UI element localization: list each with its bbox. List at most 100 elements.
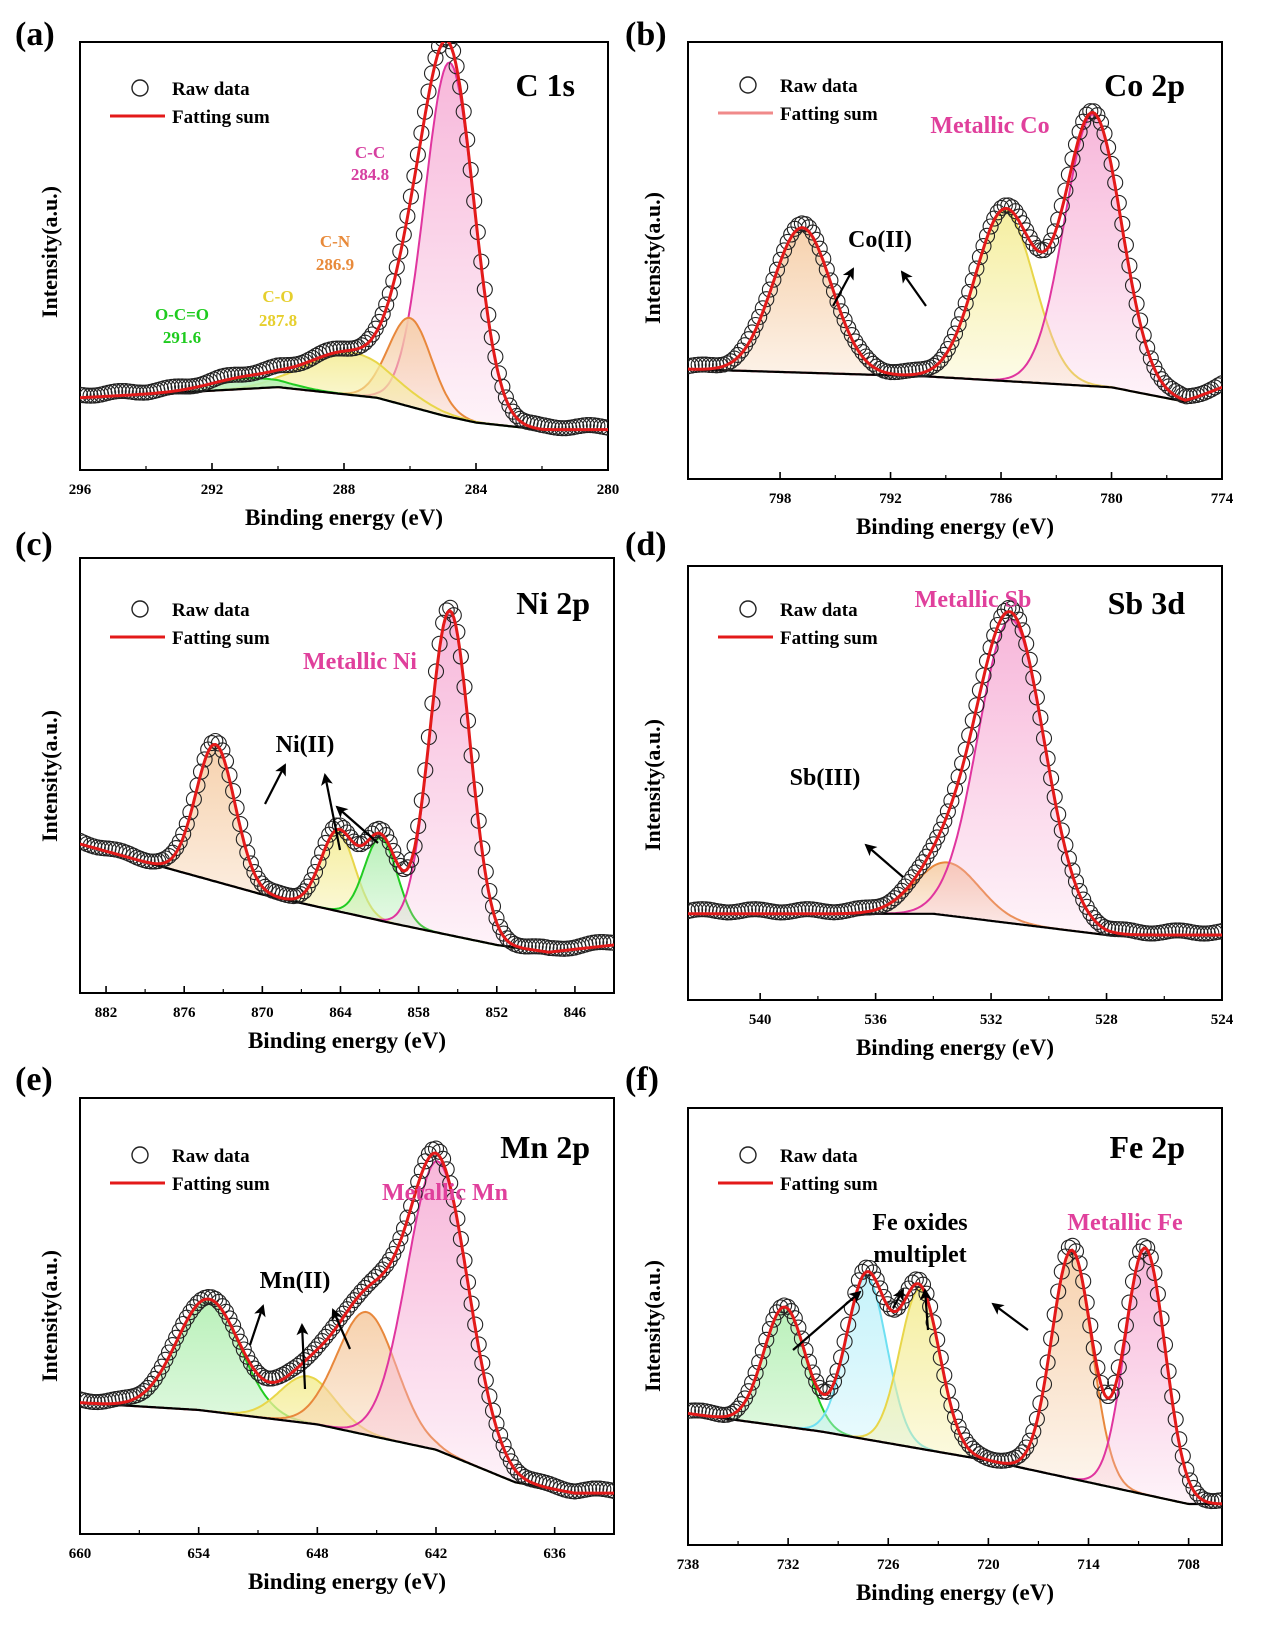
raw-data-point: [303, 872, 320, 889]
element-label: Fe 2p: [1109, 1129, 1185, 1165]
raw-data-point: [875, 1288, 892, 1306]
x-tick-label: 732: [777, 1557, 800, 1573]
raw-data-point: [772, 251, 789, 268]
raw-data-point: [943, 333, 960, 350]
y-axis-label: Intensity(a.u.): [37, 710, 62, 842]
raw-data-point: [226, 366, 243, 383]
x-tick-label: 536: [864, 1012, 887, 1028]
raw-data-point: [1028, 239, 1045, 256]
peak-annotation: Metallic Fe: [1067, 1210, 1183, 1236]
peak-annotation: 287.8: [259, 311, 297, 330]
annotation-arrow: [248, 1304, 266, 1346]
raw-data-point: [591, 934, 608, 951]
legend-raw-data: Raw data: [172, 1146, 250, 1167]
fitting-sum-line: [80, 608, 614, 954]
raw-data-point: [223, 366, 240, 383]
legend-raw-data: Raw data: [172, 79, 250, 100]
raw-data-point: [239, 844, 256, 861]
raw-data-point: [1043, 232, 1060, 249]
raw-data-point: [595, 934, 612, 951]
raw-data-point: [527, 938, 544, 955]
raw-data-point: [253, 1367, 270, 1384]
x-tick-label: 708: [1177, 1557, 1200, 1573]
raw-data-point: [588, 1480, 605, 1497]
raw-data-point: [872, 1280, 889, 1297]
x-tick-label: 858: [407, 1005, 430, 1021]
annotation-arrow: [991, 1302, 1029, 1331]
peak-fill: [80, 1161, 614, 1494]
panel-e: (e) 660 654 648 642 636 Binding energy (eV) Int…: [15, 1061, 615, 1594]
fitting-sum-line: [688, 610, 1222, 937]
raw-data-point: [811, 240, 828, 257]
y-axis-label: Intensity(a.u.): [37, 186, 62, 318]
x-tick-label: 792: [879, 491, 902, 507]
raw-data-point: [435, 42, 451, 48]
raw-data-point: [975, 238, 992, 255]
peak-fill: [688, 1248, 1222, 1504]
panel-d: (d) 540 536 532 528 524 Binding energy (eV) Int…: [625, 526, 1234, 1060]
element-label: Sb 3d: [1108, 585, 1186, 621]
raw-data-point: [978, 227, 996, 244]
peak-fill: [80, 744, 614, 953]
raw-data-point: [1092, 114, 1110, 131]
legend-marker-raw: [739, 76, 757, 94]
x-tick-label: 292: [201, 482, 224, 498]
raw-data-point: [392, 1230, 409, 1247]
plot-frame: [687, 565, 1223, 1001]
raw-data-point: [328, 340, 346, 357]
x-tick-label: 284: [465, 482, 488, 498]
legend-fitting-sum: Fatting sum: [172, 107, 270, 128]
peak-fill: [688, 1307, 1222, 1504]
raw-data-point: [825, 1373, 843, 1390]
legend-fitting-sum: Fatting sum: [172, 1174, 270, 1195]
raw-data-point: [257, 878, 274, 895]
peak-annotation: Mn(II): [260, 1268, 331, 1294]
raw-data-point: [786, 1310, 803, 1327]
x-tick-label: 798: [769, 491, 792, 507]
raw-data-point: [192, 763, 210, 780]
raw-data-point: [417, 1153, 434, 1170]
peak-annotation: Sb(III): [790, 765, 861, 791]
peak-annotation: Metallic Ni: [303, 649, 417, 675]
x-tick-label: 738: [677, 1557, 700, 1573]
legend-marker-raw: [131, 79, 149, 97]
element-label: Co 2p: [1104, 67, 1185, 103]
element-label: Ni 2p: [516, 585, 590, 621]
raw-data-point: [989, 616, 1006, 634]
raw-data-point: [904, 1274, 921, 1291]
raw-data-point: [513, 1466, 530, 1483]
raw-data-point: [761, 281, 778, 298]
raw-data-point: [502, 933, 519, 950]
raw-data-point: [497, 389, 514, 406]
peak-annotation: Metallic Sb: [915, 587, 1032, 613]
raw-data-point: [588, 934, 605, 951]
legend-raw-data: Raw data: [780, 600, 858, 621]
raw-data-point: [939, 803, 956, 820]
plot-frame: [687, 1107, 1223, 1546]
peak-annotation: Fe oxides: [872, 1210, 967, 1236]
x-axis-label: Binding energy (eV): [856, 1035, 1054, 1060]
raw-data-point: [439, 42, 453, 46]
y-axis-label: Intensity(a.u.): [640, 719, 665, 851]
raw-data-point: [1021, 1432, 1038, 1449]
raw-data-point: [441, 42, 458, 50]
panel-label: (a): [15, 16, 55, 53]
raw-data-point: [1142, 1249, 1159, 1266]
raw-data-point: [946, 325, 964, 342]
legend-marker-raw: [131, 1146, 149, 1164]
x-tick-label: 528: [1095, 1012, 1118, 1028]
raw-data-point: [818, 261, 835, 278]
x-axis-label: Binding energy (eV): [248, 1028, 446, 1053]
raw-data-point: [797, 901, 814, 918]
annotation-arrow: [335, 805, 379, 844]
peak-annotation: Metallic Co: [930, 113, 1049, 139]
raw-data-point: [499, 1445, 516, 1463]
raw-data-point: [688, 1402, 700, 1419]
raw-data-point: [840, 319, 857, 337]
raw-data-point: [1213, 1492, 1222, 1509]
raw-data-point: [744, 901, 761, 918]
peak-fill: [80, 1311, 614, 1494]
raw-data-point: [174, 378, 191, 395]
annotation-arrow: [296, 1323, 309, 1390]
plot-frame: [79, 557, 615, 994]
